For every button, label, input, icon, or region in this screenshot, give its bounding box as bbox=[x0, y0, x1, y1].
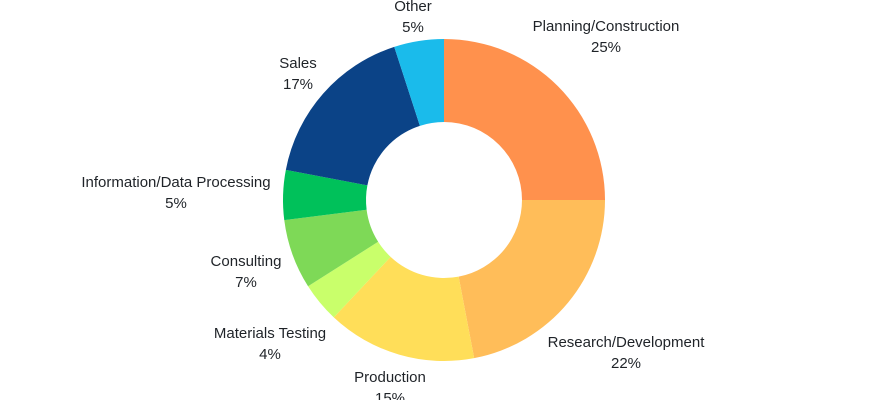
slice-category-label: Research/Development bbox=[548, 334, 706, 351]
slice-label-group: Production 15% bbox=[354, 369, 426, 400]
slice-category-label: Other bbox=[394, 0, 432, 15]
slice-other bbox=[394, 39, 444, 126]
slice-label-group: Sales 17% bbox=[279, 55, 317, 93]
slice-sales bbox=[285, 46, 420, 186]
slice-materials-testing bbox=[308, 241, 391, 318]
slice-consulting bbox=[284, 209, 379, 287]
slice-production bbox=[333, 256, 475, 362]
labels-layer: Planning/Construction 25% Research/Develop… bbox=[81, 0, 705, 400]
slice-value-label: 7% bbox=[235, 274, 257, 291]
slice-label-group: Information/Data Processing 5% bbox=[81, 174, 270, 212]
slice-category-label: Sales bbox=[279, 55, 317, 72]
slice-label-group: Consulting 7% bbox=[211, 253, 282, 291]
slice-value-label: 5% bbox=[165, 195, 187, 212]
slice-information-data-processing bbox=[283, 169, 368, 221]
slice-category-label: Information/Data Processing bbox=[81, 174, 270, 191]
slice-value-label: 15% bbox=[375, 390, 405, 400]
slice-value-label: 4% bbox=[259, 346, 281, 363]
slice-value-label: 25% bbox=[591, 39, 621, 56]
slice-label-group: Research/Development 22% bbox=[548, 334, 706, 372]
slice-value-label: 22% bbox=[611, 355, 641, 372]
slice-label-group: Materials Testing 4% bbox=[214, 325, 326, 363]
slice-value-label: 5% bbox=[402, 19, 424, 36]
slice-category-label: Consulting bbox=[211, 253, 282, 270]
slice-label-group: Other 5% bbox=[394, 0, 432, 36]
slice-planning-construction bbox=[444, 39, 605, 200]
slices-layer bbox=[283, 39, 605, 362]
slice-category-label: Materials Testing bbox=[214, 325, 326, 342]
slice-value-label: 17% bbox=[283, 76, 313, 93]
slice-research-development bbox=[458, 200, 605, 359]
slice-label-group: Planning/Construction 25% bbox=[533, 18, 680, 56]
slice-category-label: Planning/Construction bbox=[533, 18, 680, 35]
slice-category-label: Production bbox=[354, 369, 426, 386]
